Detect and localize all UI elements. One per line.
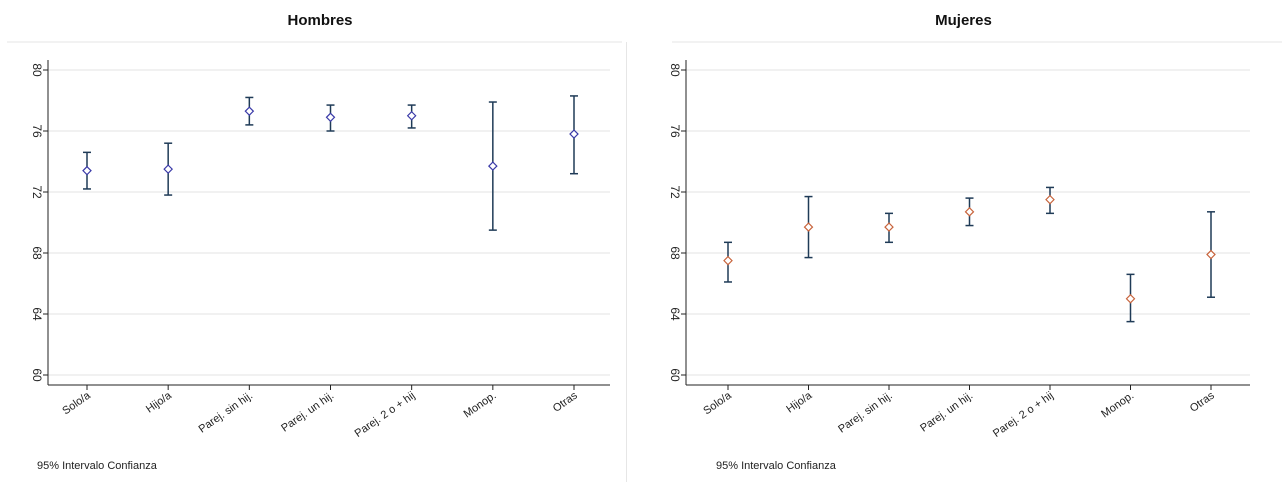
- chart-title-mujeres: Mujeres: [935, 12, 992, 29]
- data-point: [803, 222, 814, 232]
- y-tick-label: 60: [668, 368, 682, 382]
- x-tick-label: Solo/a: [60, 389, 93, 417]
- chart-svg-mujeres: 60 64 68 72 76 80 Solo/a Hijo/a Parej. sin hij. P…: [668, 41, 1282, 440]
- x-tick-label: Parej. 2 o + hij: [991, 390, 1056, 440]
- chart-panel-hombres: Hombres 60 64 68 72 76 80 Solo/a Hijo/a Parej. s…: [0, 0, 640, 485]
- x-tick-label: Parej. 2 o + hij: [353, 390, 418, 440]
- y-tick-label: 76: [668, 124, 682, 138]
- data-point: [487, 161, 498, 171]
- data-point: [1045, 194, 1055, 205]
- x-tick-label: Solo/a: [701, 389, 734, 417]
- y-tick-label: 68: [30, 246, 44, 260]
- y-tick-label: 64: [30, 307, 44, 321]
- x-tick-label: Otras: [551, 389, 580, 415]
- data-point: [569, 129, 579, 139]
- data-point: [163, 164, 174, 174]
- chart-note-mujeres: 95% Intervalo Confianza: [716, 460, 836, 472]
- data-point: [406, 110, 417, 121]
- x-tick-label: Otras: [1188, 389, 1217, 415]
- chart-panel-mujeres: Mujeres 60 64 68 72 76 80 Solo/a Hijo/a Parej. s…: [640, 0, 1287, 485]
- x-tick-label: Parej. un hij.: [279, 390, 336, 435]
- data-point: [1206, 249, 1216, 260]
- data-point: [884, 222, 894, 232]
- chart-note-hombres: 95% Intervalo Confianza: [37, 460, 157, 472]
- x-tick-label: Hijo/a: [784, 389, 815, 415]
- data-point: [82, 165, 92, 176]
- y-tick-label: 80: [668, 63, 682, 77]
- y-tick-label: 64: [668, 307, 682, 321]
- x-tick-label: Monop.: [462, 390, 499, 421]
- y-tick-label: 60: [30, 368, 44, 382]
- x-tick-label: Parej. sin hij.: [836, 390, 894, 436]
- data-point: [325, 112, 336, 123]
- chart-title-hombres: Hombres: [287, 12, 353, 29]
- x-tick-label: Hijo/a: [144, 389, 175, 415]
- chart-svg-hombres: 60 64 68 72 76 80 Solo/a Hijo/a Parej. sin hij. P…: [7, 41, 622, 440]
- panel-divider: [626, 42, 627, 482]
- y-tick-label: 72: [668, 185, 682, 199]
- y-tick-label: 68: [668, 246, 682, 260]
- x-tick-label: Parej. sin hij.: [197, 390, 255, 436]
- y-tick-label: 76: [30, 124, 44, 138]
- data-point: [1125, 293, 1136, 304]
- y-tick-label: 80: [30, 63, 44, 77]
- x-tick-label: Parej. un hij.: [918, 390, 975, 435]
- data-point: [964, 206, 975, 217]
- data-point: [244, 106, 255, 117]
- data-point: [723, 255, 733, 266]
- x-tick-label: Monop.: [1099, 390, 1136, 421]
- y-tick-label: 72: [30, 185, 44, 199]
